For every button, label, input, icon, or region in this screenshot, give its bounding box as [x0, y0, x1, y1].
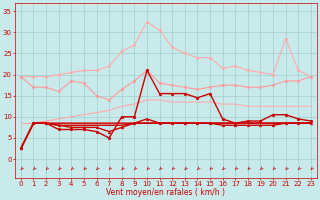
X-axis label: Vent moyen/en rafales ( km/h ): Vent moyen/en rafales ( km/h ): [106, 188, 225, 197]
